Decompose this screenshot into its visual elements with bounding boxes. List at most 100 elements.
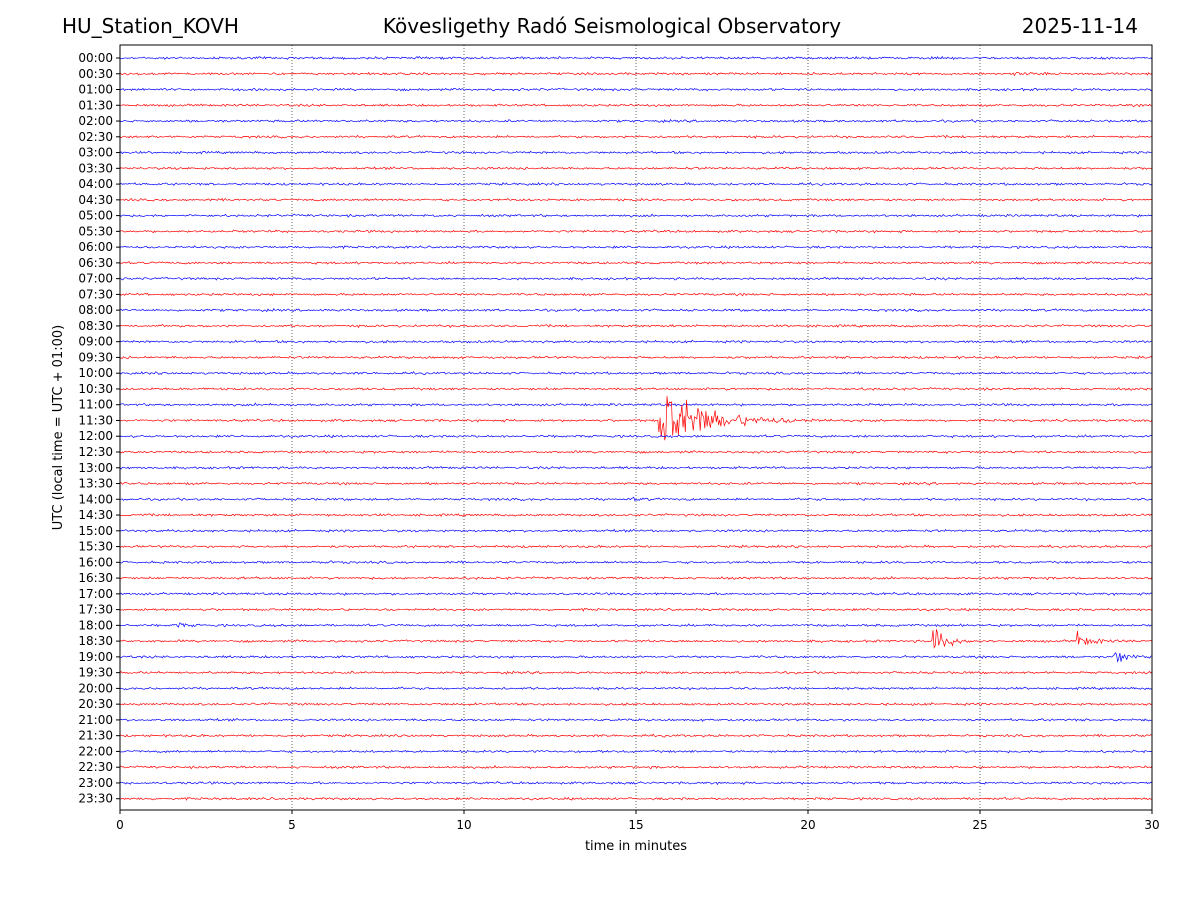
x-tick-label: 5 — [288, 818, 296, 832]
trace-0600 — [119, 245, 1153, 250]
trace-0200 — [119, 118, 1153, 124]
y-tick-label: 18:00 — [78, 618, 113, 632]
trace-1000 — [119, 371, 1153, 376]
y-tick-label: 07:30 — [78, 287, 113, 301]
trace-1330 — [119, 481, 1153, 486]
y-tick-label: 13:30 — [78, 477, 113, 491]
trace-1530 — [119, 544, 1153, 549]
x-tick-label: 0 — [116, 818, 124, 832]
y-tick-label: 06:30 — [78, 256, 113, 270]
y-tick-label: 15:30 — [78, 540, 113, 554]
y-tick-label: 05:00 — [78, 209, 113, 223]
y-tick-label: 19:00 — [78, 650, 113, 664]
trace-1300 — [119, 465, 1153, 470]
trace-0000 — [119, 55, 1153, 61]
y-tick-label: 10:30 — [78, 382, 113, 396]
y-tick-label: 17:00 — [78, 587, 113, 601]
trace-1830 — [119, 629, 1153, 649]
x-tick-label: 30 — [1144, 818, 1159, 832]
y-tick-label: 03:00 — [78, 146, 113, 160]
trace-1430 — [119, 513, 1153, 518]
trace-0130 — [120, 103, 1152, 108]
trace-2200 — [119, 749, 1153, 754]
y-tick-label: 00:00 — [78, 51, 113, 65]
y-tick-label: 03:30 — [78, 161, 113, 175]
trace-1600 — [119, 560, 1153, 565]
x-tick-label: 10 — [456, 818, 471, 832]
y-tick-label: 04:30 — [78, 193, 113, 207]
y-tick-label: 20:30 — [78, 697, 113, 711]
y-tick-label: 12:30 — [78, 445, 113, 459]
trace-2300 — [119, 781, 1153, 786]
y-tick-label: 22:00 — [78, 744, 113, 758]
trace-2100 — [119, 717, 1153, 722]
y-tick-label: 02:30 — [78, 130, 113, 144]
chart-date: 2025-11-14 — [1021, 14, 1138, 38]
trace-1630 — [119, 575, 1153, 581]
y-tick-label: 20:00 — [78, 681, 113, 695]
y-tick-label: 10:00 — [78, 366, 113, 380]
trace-2330 — [119, 796, 1153, 801]
trace-0300 — [119, 150, 1153, 155]
trace-1100 — [119, 402, 1153, 407]
trace-0330 — [119, 166, 1153, 171]
y-tick-label: 23:00 — [78, 776, 113, 790]
trace-0700 — [119, 276, 1153, 281]
trace-0630 — [120, 260, 1153, 265]
x-tick-label: 25 — [972, 818, 987, 832]
y-tick-label: 01:00 — [78, 83, 113, 97]
trace-0230 — [119, 134, 1153, 140]
trace-1930 — [119, 670, 1153, 675]
y-tick-label: 08:00 — [78, 303, 113, 317]
y-tick-label: 16:00 — [78, 555, 113, 569]
trace-2030 — [119, 702, 1153, 707]
trace-0900 — [119, 339, 1153, 344]
y-tick-label: 07:00 — [78, 272, 113, 286]
trace-0930 — [119, 355, 1153, 360]
trace-0530 — [119, 229, 1153, 234]
station-name: HU_Station_KOVH — [62, 14, 239, 38]
y-tick-label: 09:00 — [78, 335, 113, 349]
y-tick-label: 11:00 — [78, 398, 113, 412]
trace-0100 — [119, 87, 1153, 92]
trace-0030 — [119, 71, 1153, 77]
trace-1800 — [119, 622, 1153, 628]
y-tick-label: 01:30 — [78, 98, 113, 112]
y-tick-label: 02:00 — [78, 114, 113, 128]
y-tick-label: 22:30 — [78, 760, 113, 774]
trace-1130 — [119, 396, 1153, 441]
trace-0730 — [119, 292, 1153, 297]
y-tick-label: 21:30 — [78, 729, 113, 743]
trace-2000 — [119, 686, 1153, 691]
y-tick-label: 18:30 — [78, 634, 113, 648]
chart-title: Kövesligethy Radó Seismological Observat… — [382, 14, 842, 38]
y-tick-label: 17:30 — [78, 603, 113, 617]
trace-1200 — [119, 434, 1153, 439]
trace-1900 — [119, 652, 1153, 663]
trace-1230 — [119, 450, 1153, 455]
trace-1730 — [119, 607, 1153, 612]
y-tick-label: 16:30 — [78, 571, 113, 585]
x-tick-label: 15 — [628, 818, 643, 832]
y-tick-label: 14:30 — [78, 508, 113, 522]
y-tick-label: 15:00 — [78, 524, 113, 538]
trace-2130 — [119, 733, 1153, 738]
y-tick-label: 08:30 — [78, 319, 113, 333]
y-tick-label: 19:30 — [78, 666, 113, 680]
trace-0800 — [119, 308, 1152, 313]
y-tick-label: 13:00 — [78, 461, 113, 475]
y-tick-label: 05:30 — [78, 224, 113, 238]
x-axis-label: time in minutes — [585, 839, 687, 854]
y-tick-label: 14:00 — [78, 492, 113, 506]
trace-1500 — [119, 528, 1153, 533]
trace-0500 — [119, 213, 1153, 218]
y-tick-label: 21:00 — [78, 713, 113, 727]
y-tick-label: 00:30 — [78, 67, 113, 81]
y-tick-label: 09:30 — [78, 350, 113, 364]
trace-0430 — [119, 197, 1153, 202]
y-tick-label: 11:30 — [78, 413, 113, 427]
y-tick-label: 06:00 — [78, 240, 113, 254]
y-tick-label: 23:30 — [78, 792, 113, 806]
trace-1700 — [119, 591, 1153, 596]
